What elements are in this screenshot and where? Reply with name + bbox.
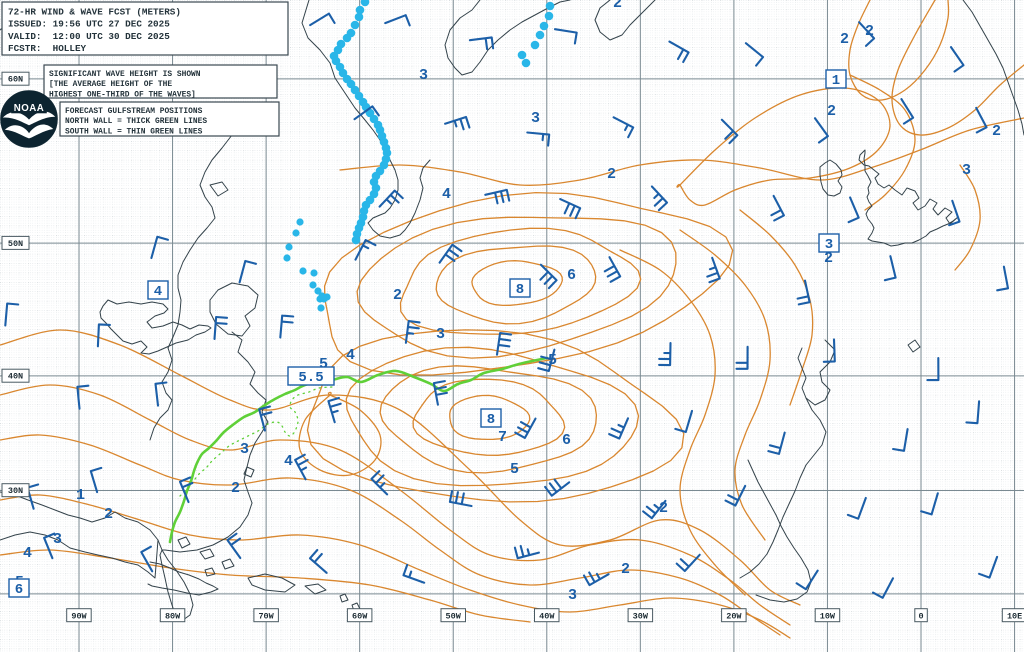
svg-text:60W: 60W xyxy=(352,611,368,621)
svg-text:2: 2 xyxy=(607,166,616,183)
svg-text:6: 6 xyxy=(15,582,23,598)
svg-text:HIGHEST ONE-THIRD OF THE WAVES: HIGHEST ONE-THIRD OF THE WAVES] xyxy=(49,90,196,99)
svg-text:3: 3 xyxy=(240,441,249,458)
svg-text:NOAA: NOAA xyxy=(14,103,45,114)
svg-text:80W: 80W xyxy=(165,611,181,621)
svg-text:2: 2 xyxy=(393,287,402,304)
svg-text:3: 3 xyxy=(53,531,62,548)
svg-text:ISSUED: 19:56 UTC 27 DEC 2025: ISSUED: 19:56 UTC 27 DEC 2025 xyxy=(8,19,170,30)
svg-text:2: 2 xyxy=(840,31,849,48)
svg-text:3: 3 xyxy=(419,67,428,84)
svg-text:20W: 20W xyxy=(726,611,742,621)
svg-text:3: 3 xyxy=(436,326,445,343)
svg-text:2: 2 xyxy=(827,103,836,120)
svg-text:FCSTR: HOLLEY: FCSTR: HOLLEY xyxy=(8,43,87,54)
svg-text:5: 5 xyxy=(510,461,519,478)
svg-text:2: 2 xyxy=(992,123,1001,140)
svg-text:SIGNIFICANT WAVE HEIGHT IS SHO: SIGNIFICANT WAVE HEIGHT IS SHOWN xyxy=(49,70,201,79)
svg-text:30N: 30N xyxy=(8,486,23,496)
svg-text:3: 3 xyxy=(531,110,540,127)
svg-text:40W: 40W xyxy=(539,611,555,621)
svg-text:2: 2 xyxy=(621,561,630,578)
svg-text:2: 2 xyxy=(231,480,240,497)
svg-text:VALID: 12:00 UTC 30 DEC 2025: VALID: 12:00 UTC 30 DEC 2025 xyxy=(8,31,170,42)
svg-text:4: 4 xyxy=(284,453,293,470)
svg-text:3: 3 xyxy=(825,237,833,253)
svg-text:50N: 50N xyxy=(8,239,23,249)
svg-text:[THE AVERAGE HEIGHT OF THE: [THE AVERAGE HEIGHT OF THE xyxy=(49,80,172,89)
svg-text:6: 6 xyxy=(567,267,576,284)
svg-text:SOUTH WALL = THIN GREEN LINES: SOUTH WALL = THIN GREEN LINES xyxy=(65,127,203,136)
svg-text:0: 0 xyxy=(918,611,923,621)
svg-text:3: 3 xyxy=(962,162,971,179)
svg-text:3: 3 xyxy=(568,587,577,604)
svg-text:2: 2 xyxy=(659,500,668,517)
svg-text:2: 2 xyxy=(865,23,874,40)
svg-text:30W: 30W xyxy=(633,611,649,621)
svg-text:4: 4 xyxy=(442,186,451,203)
svg-text:6: 6 xyxy=(562,432,571,449)
svg-text:60N: 60N xyxy=(8,75,23,85)
svg-text:7: 7 xyxy=(498,429,507,446)
svg-text:1: 1 xyxy=(832,73,840,89)
svg-text:4: 4 xyxy=(154,284,162,300)
svg-text:4: 4 xyxy=(23,545,32,562)
svg-text:4: 4 xyxy=(346,347,355,364)
svg-text:10E: 10E xyxy=(1007,611,1022,621)
svg-text:70W: 70W xyxy=(258,611,274,621)
svg-text:5.5: 5.5 xyxy=(298,370,323,386)
svg-text:50W: 50W xyxy=(446,611,462,621)
svg-text:40N: 40N xyxy=(8,372,23,382)
svg-text:1: 1 xyxy=(76,487,85,504)
svg-text:2: 2 xyxy=(613,0,622,12)
svg-text:2: 2 xyxy=(104,506,113,523)
svg-text:8: 8 xyxy=(516,282,524,298)
svg-text:10W: 10W xyxy=(820,611,836,621)
svg-text:NORTH WALL = THICK GREEN LINES: NORTH WALL = THICK GREEN LINES xyxy=(65,117,207,126)
svg-text:5: 5 xyxy=(548,352,557,369)
svg-text:8: 8 xyxy=(487,412,495,428)
svg-text:72-HR WIND & WAVE FCST (METERS: 72-HR WIND & WAVE FCST (METERS) xyxy=(8,7,181,18)
svg-text:90W: 90W xyxy=(71,611,87,621)
svg-text:FORECAST GULFSTREAM POSITIONS: FORECAST GULFSTREAM POSITIONS xyxy=(65,107,203,116)
